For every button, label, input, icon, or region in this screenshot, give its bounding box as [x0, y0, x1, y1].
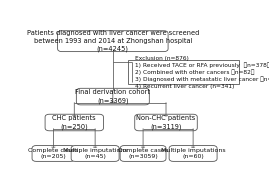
FancyBboxPatch shape — [129, 60, 239, 84]
Text: CHC patients
(n=250): CHC patients (n=250) — [52, 115, 96, 130]
Text: Multiple imputations
(n=60): Multiple imputations (n=60) — [161, 148, 225, 159]
FancyBboxPatch shape — [135, 114, 197, 131]
FancyBboxPatch shape — [169, 145, 217, 161]
Text: Exclusion (n=876)
1) Received TACE or RFA previously  （n=378）
2) Combined with o: Exclusion (n=876) 1) Received TACE or RF… — [135, 56, 269, 89]
FancyBboxPatch shape — [58, 31, 168, 52]
FancyBboxPatch shape — [71, 145, 119, 161]
Text: Complete cases
(n=205): Complete cases (n=205) — [28, 148, 79, 159]
Text: Complete cases
(n=3059): Complete cases (n=3059) — [118, 148, 168, 159]
FancyBboxPatch shape — [32, 145, 75, 161]
FancyBboxPatch shape — [76, 88, 149, 105]
FancyBboxPatch shape — [45, 114, 104, 131]
Text: Final derivation cohort
(n=3369): Final derivation cohort (n=3369) — [75, 89, 150, 104]
Text: Non-CHC patients
(n=3119): Non-CHC patients (n=3119) — [136, 115, 196, 130]
Text: Patients diagnosed with liver cancer were screened
between 1993 and 2014 at Zhon: Patients diagnosed with liver cancer wer… — [27, 30, 199, 52]
FancyBboxPatch shape — [120, 145, 166, 161]
Text: Multiple imputations
(n=45): Multiple imputations (n=45) — [63, 148, 128, 159]
